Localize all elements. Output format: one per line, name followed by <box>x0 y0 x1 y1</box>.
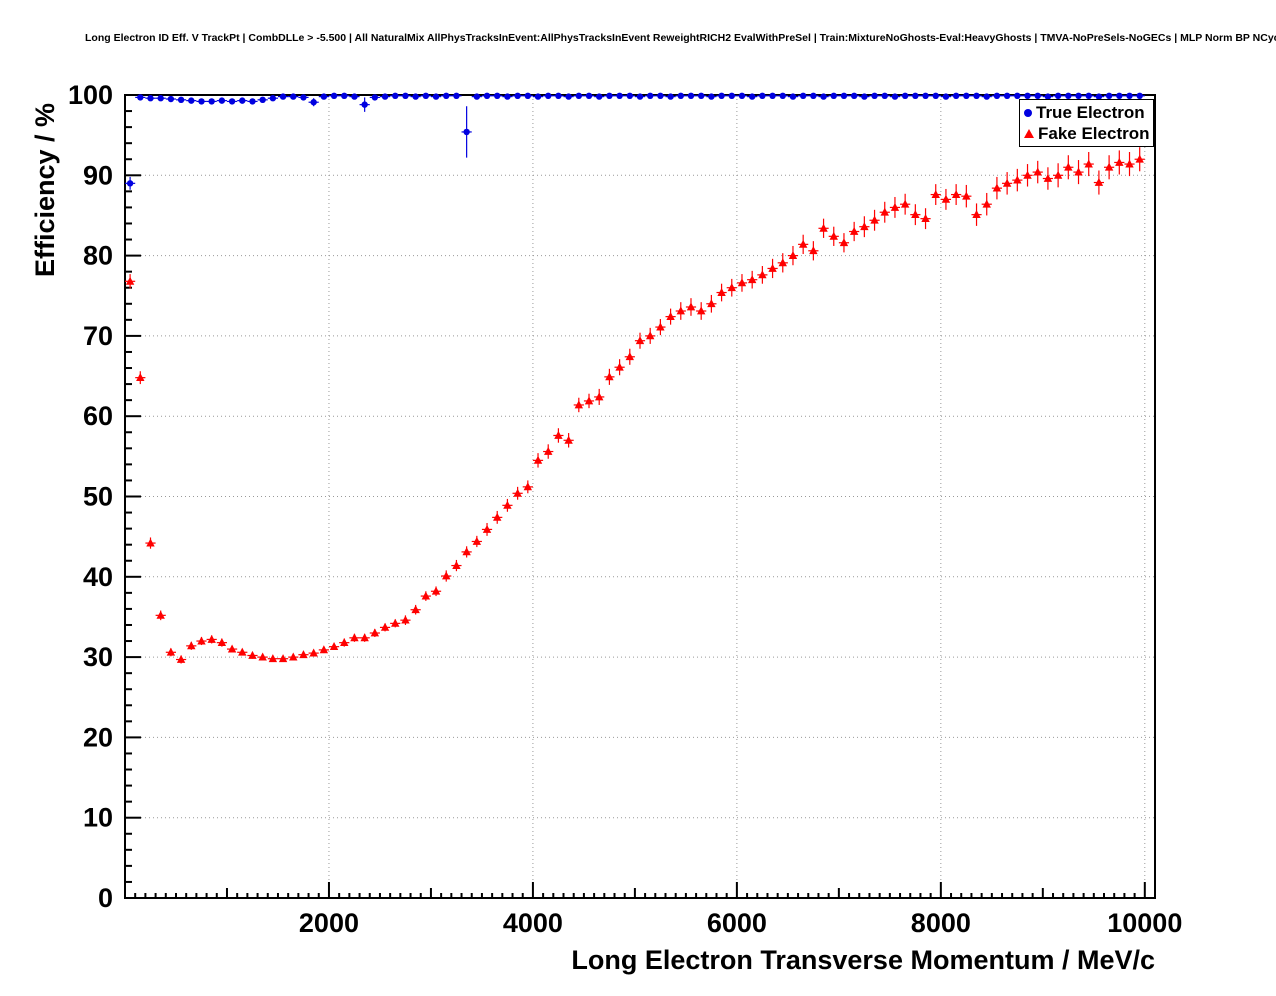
svg-text:100: 100 <box>68 80 113 110</box>
legend-label-true-electron: True Electron <box>1036 102 1145 122</box>
svg-text:2000: 2000 <box>299 908 359 938</box>
svg-text:10000: 10000 <box>1107 908 1182 938</box>
svg-text:6000: 6000 <box>707 908 767 938</box>
legend-item-true-electron: True Electron <box>1024 103 1153 123</box>
svg-text:30: 30 <box>83 642 113 672</box>
svg-text:4000: 4000 <box>503 908 563 938</box>
svg-text:60: 60 <box>83 401 113 431</box>
svg-text:10: 10 <box>83 803 113 833</box>
fake-electron-marker-icon <box>1024 129 1034 138</box>
true-electron-marker-icon <box>1024 108 1032 117</box>
legend: True Electron Fake Electron <box>1019 99 1154 147</box>
svg-text:90: 90 <box>83 160 113 190</box>
svg-text:50: 50 <box>83 482 113 512</box>
x-axis-title: Long Electron Transverse Momentum / MeV/… <box>571 945 1155 975</box>
svg-text:80: 80 <box>83 241 113 271</box>
svg-text:70: 70 <box>83 321 113 351</box>
legend-label-fake-electron: Fake Electron <box>1038 123 1150 143</box>
legend-item-fake-electron: Fake Electron <box>1024 124 1153 144</box>
svg-text:0: 0 <box>98 883 113 913</box>
plot-title: Long Electron ID Eff. V TrackPt | CombDL… <box>85 32 1276 44</box>
svg-text:8000: 8000 <box>911 908 971 938</box>
svg-text:40: 40 <box>83 562 113 592</box>
svg-text:20: 20 <box>83 722 113 752</box>
